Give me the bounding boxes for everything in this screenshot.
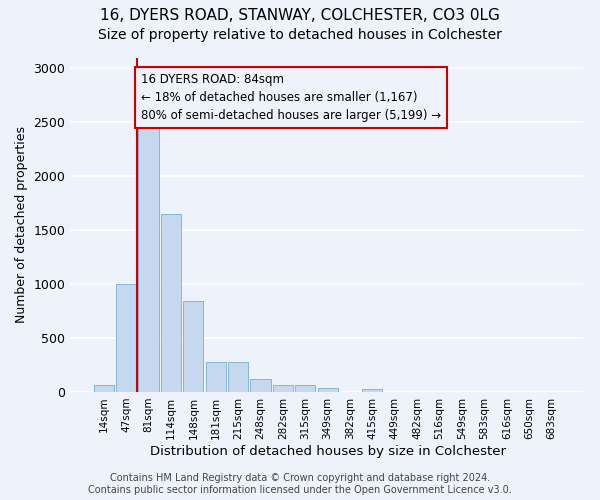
Bar — [94, 386, 114, 392]
Bar — [206, 362, 226, 392]
Bar — [362, 388, 382, 392]
Bar — [183, 302, 203, 392]
Text: 16 DYERS ROAD: 84sqm
← 18% of detached houses are smaller (1,167)
80% of semi-de: 16 DYERS ROAD: 84sqm ← 18% of detached h… — [141, 72, 441, 122]
Text: Size of property relative to detached houses in Colchester: Size of property relative to detached ho… — [98, 28, 502, 42]
Bar — [139, 124, 158, 392]
Bar — [295, 386, 316, 392]
X-axis label: Distribution of detached houses by size in Colchester: Distribution of detached houses by size … — [149, 444, 506, 458]
Text: 16, DYERS ROAD, STANWAY, COLCHESTER, CO3 0LG: 16, DYERS ROAD, STANWAY, COLCHESTER, CO3… — [100, 8, 500, 22]
Bar — [228, 362, 248, 392]
Bar — [250, 379, 271, 392]
Bar — [116, 284, 136, 392]
Bar — [273, 386, 293, 392]
Y-axis label: Number of detached properties: Number of detached properties — [15, 126, 28, 323]
Bar — [161, 214, 181, 392]
Bar — [317, 388, 338, 392]
Text: Contains HM Land Registry data © Crown copyright and database right 2024.
Contai: Contains HM Land Registry data © Crown c… — [88, 474, 512, 495]
